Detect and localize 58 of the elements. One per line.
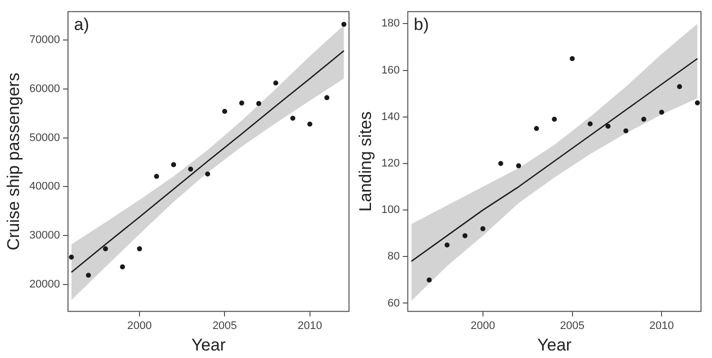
point [677, 84, 682, 90]
y-axis-title: Cruise ship passengers [4, 72, 23, 250]
point [570, 56, 575, 62]
x-tick-label: 2000 [470, 320, 496, 332]
point [307, 122, 312, 127]
point [426, 277, 432, 282]
point [171, 162, 176, 168]
y-tick-label: 160 [381, 64, 400, 76]
point [102, 246, 108, 252]
point [444, 242, 450, 248]
point [552, 116, 557, 122]
y-axis-title: Landing sites [356, 111, 375, 212]
y-tick-label: 20000 [29, 278, 60, 291]
point [120, 264, 125, 270]
point [273, 80, 278, 86]
point [68, 254, 74, 260]
point [534, 126, 539, 132]
y-tick-label: 30000 [29, 230, 60, 242]
annotation: a) [74, 14, 90, 34]
point [516, 163, 522, 168]
x-axis-title: Year [191, 335, 226, 354]
point [606, 124, 611, 129]
point [623, 128, 628, 134]
x-tick-label: 2000 [127, 320, 152, 332]
point [324, 95, 330, 100]
y-tick-label: 180 [381, 18, 400, 30]
point [641, 116, 646, 122]
x-tick-label: 2005 [560, 320, 584, 332]
x-tick-label: 2010 [649, 320, 674, 332]
x-tick-label: 2010 [298, 320, 322, 332]
point [290, 116, 296, 121]
point [498, 160, 504, 166]
point [694, 100, 700, 106]
annotation: b) [414, 14, 429, 34]
point [222, 108, 228, 114]
x-tick-label: 2005 [212, 320, 237, 332]
point [588, 121, 593, 126]
y-tick-label: 140 [381, 110, 400, 123]
y-tick-label: 60000 [29, 82, 60, 95]
point [341, 22, 346, 27]
point [462, 233, 468, 238]
y-tick-label: 80 [388, 250, 400, 263]
point [154, 174, 160, 179]
point [205, 171, 210, 176]
point [239, 100, 244, 106]
point [188, 166, 194, 172]
point [659, 110, 664, 115]
y-tick-label: 70000 [29, 34, 60, 46]
point [137, 246, 142, 252]
y-tick-label: 100 [381, 204, 400, 216]
point [86, 272, 91, 278]
x-axis-title: Year [537, 335, 572, 354]
y-tick-label: 50000 [29, 132, 60, 144]
y-tick-label: 120 [381, 158, 400, 170]
point [480, 226, 486, 232]
y-tick-label: 40000 [29, 180, 60, 193]
point [256, 101, 262, 106]
y-tick-label: 60 [388, 297, 400, 310]
